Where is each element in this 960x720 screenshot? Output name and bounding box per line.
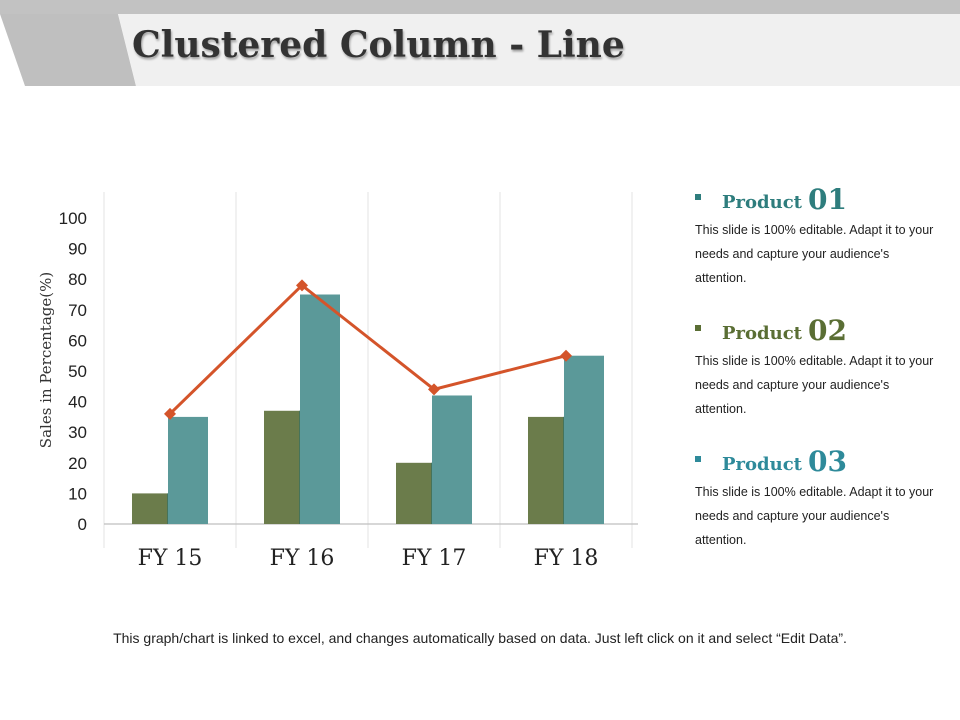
y-tick-label: 70 [68,301,87,320]
legend-description: This slide is 100% editable. Adapt it to… [695,223,934,285]
y-tick-label: 20 [68,454,87,473]
bar [264,410,304,524]
line-marker [428,383,440,396]
y-tick-label: 30 [68,423,87,442]
bullet-icon [695,325,701,331]
footer-note: This graph/chart is linked to excel, and… [113,630,847,646]
legend-title: Product 03 [722,445,847,478]
line-marker [164,407,176,420]
y-tick-label: 50 [68,362,87,381]
y-tick-label: 40 [68,393,87,412]
line-marker [296,279,308,292]
legend-item-product-02: Product 02 This slide is 100% editable. A… [695,311,940,421]
clustered-column-line-chart: 0 10 20 30 40 50 60 70 80 90 100 Sales in Percentag… [37,192,638,571]
bar [132,493,172,524]
bar [564,355,604,524]
page-title: Clustered Column - Line [132,24,625,66]
legend-description: This slide is 100% editable. Adapt it to… [695,485,934,547]
y-tick-label: 100 [59,209,87,228]
bar [432,395,472,524]
bullet-icon [695,456,701,462]
line-marker [560,349,572,362]
x-tick-label: FY 17 [402,546,467,571]
title-banner [0,0,960,86]
y-tick-label: 10 [68,484,87,503]
bar [168,416,208,524]
legend-item-product-01: Product 01 This slide is 100% editable. A… [695,180,940,290]
line-series [168,283,567,415]
y-axis-label: Sales in Percentage(%) [37,272,55,448]
legend-description: This slide is 100% editable. Adapt it to… [695,354,934,416]
y-tick-label: 90 [68,240,87,259]
y-tick-label: 0 [78,515,87,534]
legend-item-product-03: Product 03 This slide is 100% editable. A… [695,442,940,552]
legend-title: Product 01 [722,183,847,216]
y-tick-label: 60 [68,331,87,350]
x-tick-label: FY 15 [138,546,203,571]
bar [528,416,568,524]
y-tick-label: 80 [68,270,87,289]
x-tick-label: FY 18 [534,546,599,571]
x-tick-label: FY 16 [270,546,335,571]
bullet-icon [695,194,701,200]
legend-title: Product 02 [722,314,847,347]
bar [300,294,340,524]
bar [396,462,436,524]
